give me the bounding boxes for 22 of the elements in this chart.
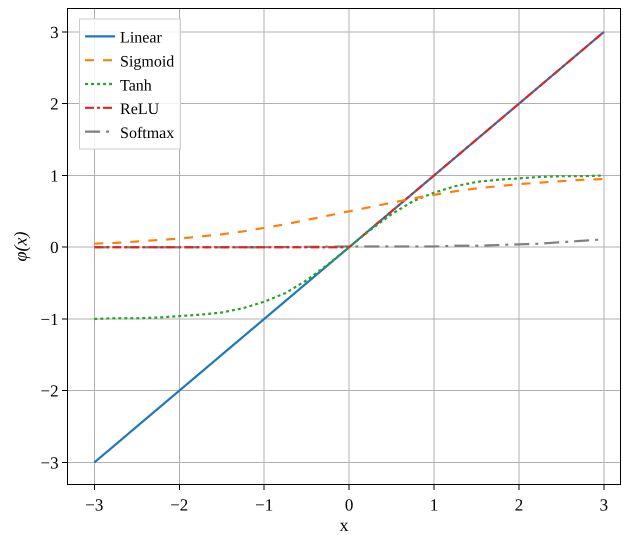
line-series xyxy=(93,178,605,245)
x-tick-label: −3 xyxy=(85,495,104,514)
x-tick-label: 2 xyxy=(514,495,524,514)
y-tick-label: 2 xyxy=(50,94,59,114)
x-tick-label: −2 xyxy=(170,495,188,514)
x-tick-label: 3 xyxy=(600,495,608,514)
legend-label: Tanh xyxy=(120,77,152,94)
x-tick-label: 1 xyxy=(430,495,438,514)
y-tick-label: 0 xyxy=(50,238,59,258)
y-tick-label: −2 xyxy=(40,382,59,401)
y-tick-label: −1 xyxy=(40,310,59,329)
x-axis-title: x xyxy=(340,515,348,535)
x-tick-label: −1 xyxy=(255,495,274,514)
legend-label: ReLU xyxy=(120,101,160,118)
y-axis-title: φ(x) xyxy=(10,232,31,262)
y-tick-label: 1 xyxy=(50,166,59,186)
legend-label: Linear xyxy=(120,30,162,47)
y-tick-label: 3 xyxy=(50,22,59,42)
legend-label: Sigmoid xyxy=(120,53,174,70)
x-tick-label: 0 xyxy=(344,495,354,514)
legend-label: Softmax xyxy=(120,124,174,142)
y-tick-label: −3 xyxy=(40,453,59,472)
